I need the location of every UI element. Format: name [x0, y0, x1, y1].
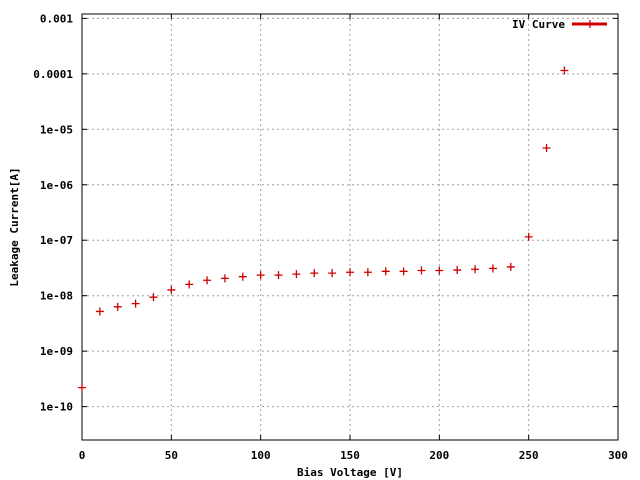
- y-tick-label: 1e-08: [40, 290, 73, 303]
- x-tick-label: 250: [519, 449, 539, 462]
- y-tick-label: 0.001: [40, 12, 73, 25]
- legend-label: IV Curve: [512, 18, 565, 31]
- y-tick-label: 1e-06: [40, 179, 73, 192]
- legend: IV Curve: [512, 18, 607, 31]
- y-tick-label: 1e-10: [40, 401, 73, 414]
- data-point: [363, 268, 372, 277]
- data-point: [435, 266, 444, 275]
- x-tick-label: 100: [251, 449, 271, 462]
- x-tick-label: 50: [165, 449, 178, 462]
- y-tick-label: 1e-07: [40, 234, 73, 247]
- data-point: [256, 271, 265, 280]
- data-point: [346, 268, 354, 277]
- y-tick-label: 0.0001: [33, 68, 73, 81]
- data-point: [542, 144, 551, 153]
- data-point: [131, 299, 140, 308]
- data-point: [238, 272, 247, 281]
- data-points: [78, 66, 569, 392]
- data-point: [328, 269, 337, 278]
- y-tick-label: 1e-05: [40, 123, 73, 136]
- data-point: [113, 302, 122, 311]
- legend-marker-glyph: [586, 20, 594, 28]
- data-point: [149, 293, 158, 302]
- data-point: [488, 264, 497, 273]
- data-point: [185, 280, 194, 289]
- data-point: [274, 271, 283, 280]
- data-point: [524, 232, 533, 241]
- data-point: [203, 276, 212, 285]
- x-axis-title: Bias Voltage [V]: [297, 466, 403, 479]
- y-axis-title: Leakage Current[A]: [8, 167, 21, 286]
- plot-frame: [81, 13, 619, 441]
- data-point: [167, 285, 176, 294]
- data-point: [399, 267, 408, 276]
- x-tick-label: 0: [79, 449, 86, 462]
- x-tick-label: 200: [429, 449, 449, 462]
- x-tick-label: 150: [340, 449, 360, 462]
- grid: [82, 14, 618, 440]
- data-point: [453, 266, 462, 275]
- y-tick-label: 1e-09: [40, 345, 73, 358]
- tick-labels: 0 50 100 150 200 250 300 1e-10 1e-09 1e-08 1e-07 1e…: [33, 12, 628, 462]
- data-point: [417, 266, 426, 275]
- data-point: [78, 383, 86, 392]
- data-point: [471, 265, 480, 274]
- data-point: [506, 262, 515, 271]
- data-point: [381, 267, 390, 276]
- legend-marker: [586, 20, 594, 28]
- data-point: [560, 66, 569, 75]
- axis-ticks: [81, 14, 619, 440]
- data-point: [220, 274, 229, 283]
- data-point: [95, 307, 104, 316]
- data-point: [292, 270, 301, 279]
- data-point: [310, 269, 319, 278]
- x-tick-label: 300: [608, 449, 628, 462]
